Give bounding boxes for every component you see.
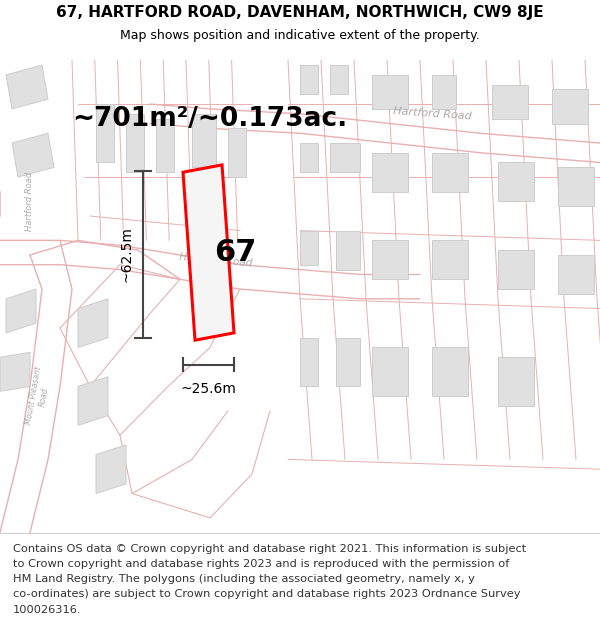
Polygon shape [432, 75, 456, 109]
Text: ~701m²/~0.173ac.: ~701m²/~0.173ac. [73, 106, 347, 132]
Polygon shape [300, 143, 318, 172]
Polygon shape [330, 65, 348, 94]
Polygon shape [372, 348, 408, 396]
Polygon shape [300, 338, 318, 386]
Text: 100026316.: 100026316. [13, 604, 82, 614]
Text: 67, HARTFORD ROAD, DAVENHAM, NORTHWICH, CW9 8JE: 67, HARTFORD ROAD, DAVENHAM, NORTHWICH, … [56, 5, 544, 20]
Text: Hartford Road: Hartford Road [179, 252, 253, 268]
Polygon shape [492, 84, 528, 119]
Text: Map shows position and indicative extent of the property.: Map shows position and indicative extent… [120, 29, 480, 42]
Text: to Crown copyright and database rights 2023 and is reproduced with the permissio: to Crown copyright and database rights 2… [13, 559, 509, 569]
Text: ~25.6m: ~25.6m [181, 382, 236, 396]
Polygon shape [0, 352, 30, 391]
Polygon shape [300, 231, 318, 265]
Polygon shape [372, 241, 408, 279]
Polygon shape [78, 299, 108, 348]
Polygon shape [228, 128, 246, 177]
Polygon shape [432, 348, 468, 396]
Polygon shape [498, 250, 534, 289]
Text: Hartford Road: Hartford Road [392, 106, 472, 121]
Text: HM Land Registry. The polygons (including the associated geometry, namely x, y: HM Land Registry. The polygons (includin… [13, 574, 475, 584]
Polygon shape [78, 377, 108, 426]
Polygon shape [96, 104, 114, 162]
Polygon shape [330, 143, 360, 172]
Polygon shape [192, 114, 216, 168]
Polygon shape [432, 152, 468, 192]
Polygon shape [126, 114, 144, 172]
Polygon shape [6, 65, 48, 109]
Polygon shape [372, 152, 408, 192]
Polygon shape [336, 231, 360, 269]
Polygon shape [498, 357, 534, 406]
Polygon shape [6, 289, 36, 333]
Polygon shape [372, 75, 408, 109]
Polygon shape [558, 255, 594, 294]
Polygon shape [12, 133, 54, 177]
Polygon shape [552, 89, 588, 124]
Text: Hartford Road: Hartford Road [25, 172, 35, 231]
Text: co-ordinates) are subject to Crown copyright and database rights 2023 Ordnance S: co-ordinates) are subject to Crown copyr… [13, 589, 521, 599]
Polygon shape [336, 338, 360, 386]
Text: 67: 67 [214, 238, 257, 267]
Polygon shape [300, 65, 318, 94]
Polygon shape [432, 241, 468, 279]
Polygon shape [498, 162, 534, 201]
Text: ~62.5m: ~62.5m [120, 226, 134, 282]
Polygon shape [96, 445, 126, 494]
Text: Mount Pleasant
Road: Mount Pleasant Road [25, 366, 53, 427]
Polygon shape [156, 119, 174, 172]
Polygon shape [183, 165, 234, 340]
Text: Contains OS data © Crown copyright and database right 2021. This information is : Contains OS data © Crown copyright and d… [13, 544, 526, 554]
Polygon shape [558, 168, 594, 206]
